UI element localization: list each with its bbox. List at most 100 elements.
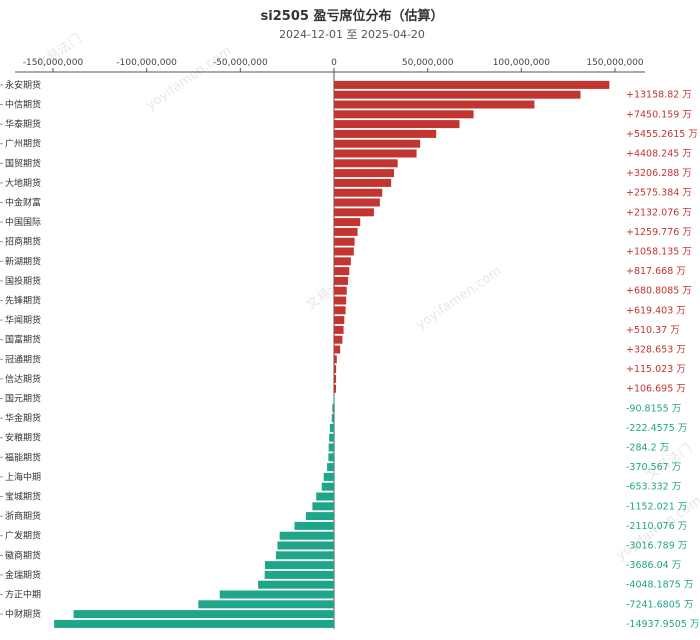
bar bbox=[328, 453, 334, 462]
bar bbox=[334, 276, 349, 285]
value-label: +106.695 万 bbox=[626, 384, 686, 395]
bar bbox=[334, 374, 337, 383]
bar bbox=[334, 120, 460, 129]
category-label: 中财期货 bbox=[5, 608, 41, 620]
bar bbox=[334, 365, 337, 374]
x-tick-label: -100,000,000 bbox=[116, 58, 177, 68]
bar bbox=[264, 561, 334, 570]
value-label: -14937.9505 万 bbox=[626, 619, 699, 630]
x-tick-label: 100,000,000 bbox=[493, 58, 551, 68]
bar bbox=[334, 257, 351, 266]
category-label: 大地期货 bbox=[5, 177, 41, 189]
bar bbox=[321, 482, 334, 491]
category-label: 华金期货 bbox=[5, 412, 41, 424]
category-label: 广发期货 bbox=[5, 530, 41, 542]
bar bbox=[328, 443, 334, 452]
value-label: -3686.04 万 bbox=[626, 560, 681, 571]
bars-group bbox=[54, 80, 610, 628]
x-tick-label: 150,000,000 bbox=[586, 58, 644, 68]
value-label: +7450.159 万 bbox=[626, 109, 692, 120]
category-label: 广州期货 bbox=[5, 138, 41, 150]
value-label: +328.653 万 bbox=[626, 345, 686, 356]
value-label: -7241.6805 万 bbox=[626, 599, 693, 610]
value-label: +13158.82 万 bbox=[626, 90, 692, 101]
category-label: 上海中期 bbox=[5, 471, 41, 483]
bar bbox=[334, 80, 610, 89]
bar bbox=[332, 404, 334, 413]
chart-title: si2505 盈亏席位分布（估算） bbox=[261, 8, 444, 24]
category-label: 中金财富 bbox=[5, 197, 41, 209]
bar bbox=[334, 110, 474, 119]
bar bbox=[305, 512, 334, 521]
value-label: -370.567 万 bbox=[626, 462, 681, 473]
bar bbox=[334, 198, 380, 207]
bar bbox=[334, 169, 395, 178]
bar bbox=[219, 590, 334, 599]
category-label: 永安期货 bbox=[5, 79, 41, 91]
category-label: 中国国际 bbox=[5, 216, 41, 228]
x-tick-label: -150,000,000 bbox=[23, 58, 84, 68]
x-tick-label: -50,000,000 bbox=[213, 58, 268, 68]
value-label: -4048.1875 万 bbox=[626, 580, 693, 591]
bar bbox=[334, 296, 347, 305]
chart-subtitle: 2024-12-01 至 2025-04-20 bbox=[279, 28, 425, 41]
x-tick-label: 0 bbox=[331, 58, 337, 68]
bar bbox=[312, 502, 334, 511]
category-label: 招商期货 bbox=[5, 236, 41, 248]
category-label: 方正中期 bbox=[5, 589, 41, 601]
value-label: +1259.776 万 bbox=[626, 227, 692, 238]
bar bbox=[54, 619, 335, 628]
value-label: -2110.076 万 bbox=[626, 521, 687, 532]
bar bbox=[275, 551, 334, 560]
bar bbox=[334, 247, 354, 256]
bar bbox=[334, 178, 392, 187]
bar bbox=[334, 129, 437, 138]
category-label: 金瑞期货 bbox=[5, 569, 41, 581]
value-label: +4408.245 万 bbox=[626, 149, 692, 160]
category-labels: 永安期货中信期货华泰期货广州期货国贸期货大地期货中金财富中国国际招商期货新湖期货… bbox=[0, 79, 41, 620]
value-label: +2132.076 万 bbox=[626, 207, 692, 218]
value-labels: +13158.82 万 +7450.159 万 +5455.2615 万 +4408.… bbox=[626, 90, 699, 630]
bar bbox=[334, 286, 347, 295]
bar bbox=[334, 208, 374, 217]
bar bbox=[258, 580, 334, 589]
category-label: 浙商期货 bbox=[5, 510, 41, 522]
value-label: -3016.789 万 bbox=[626, 541, 687, 552]
bar bbox=[334, 159, 398, 168]
bar bbox=[334, 100, 535, 109]
bar bbox=[334, 306, 346, 315]
value-label: -90.8155 万 bbox=[626, 403, 681, 414]
category-label: 福能期货 bbox=[5, 451, 41, 463]
category-label: 先锋期货 bbox=[5, 295, 41, 307]
bar bbox=[334, 267, 350, 276]
bar bbox=[316, 492, 334, 501]
value-label: +5455.2615 万 bbox=[626, 129, 698, 140]
category-label: 中信期货 bbox=[5, 99, 41, 111]
value-label: -1152.021 万 bbox=[626, 501, 687, 512]
bar bbox=[331, 414, 334, 423]
bar bbox=[334, 218, 361, 227]
bar bbox=[334, 335, 343, 344]
value-label: +619.403 万 bbox=[626, 305, 686, 316]
value-label: +3206.288 万 bbox=[626, 168, 692, 179]
value-label: +680.8085 万 bbox=[626, 286, 692, 297]
bar bbox=[334, 188, 383, 197]
value-label: -284.2 万 bbox=[626, 443, 669, 454]
bar bbox=[329, 433, 334, 442]
x-tick-label: 50,000,000 bbox=[402, 58, 454, 68]
bar bbox=[334, 90, 581, 99]
bar bbox=[334, 345, 341, 354]
bar bbox=[333, 394, 335, 403]
category-label: 冠通期货 bbox=[5, 353, 41, 365]
bar bbox=[334, 316, 345, 325]
bar bbox=[294, 521, 334, 530]
bar bbox=[334, 355, 337, 364]
value-label: +510.37 万 bbox=[626, 325, 680, 336]
bar bbox=[334, 227, 358, 236]
bar bbox=[334, 139, 421, 148]
bar bbox=[329, 423, 334, 432]
bar bbox=[323, 472, 334, 481]
category-label: 华闻期货 bbox=[5, 314, 41, 326]
bar bbox=[277, 541, 334, 550]
category-label: 国富期货 bbox=[5, 334, 41, 346]
